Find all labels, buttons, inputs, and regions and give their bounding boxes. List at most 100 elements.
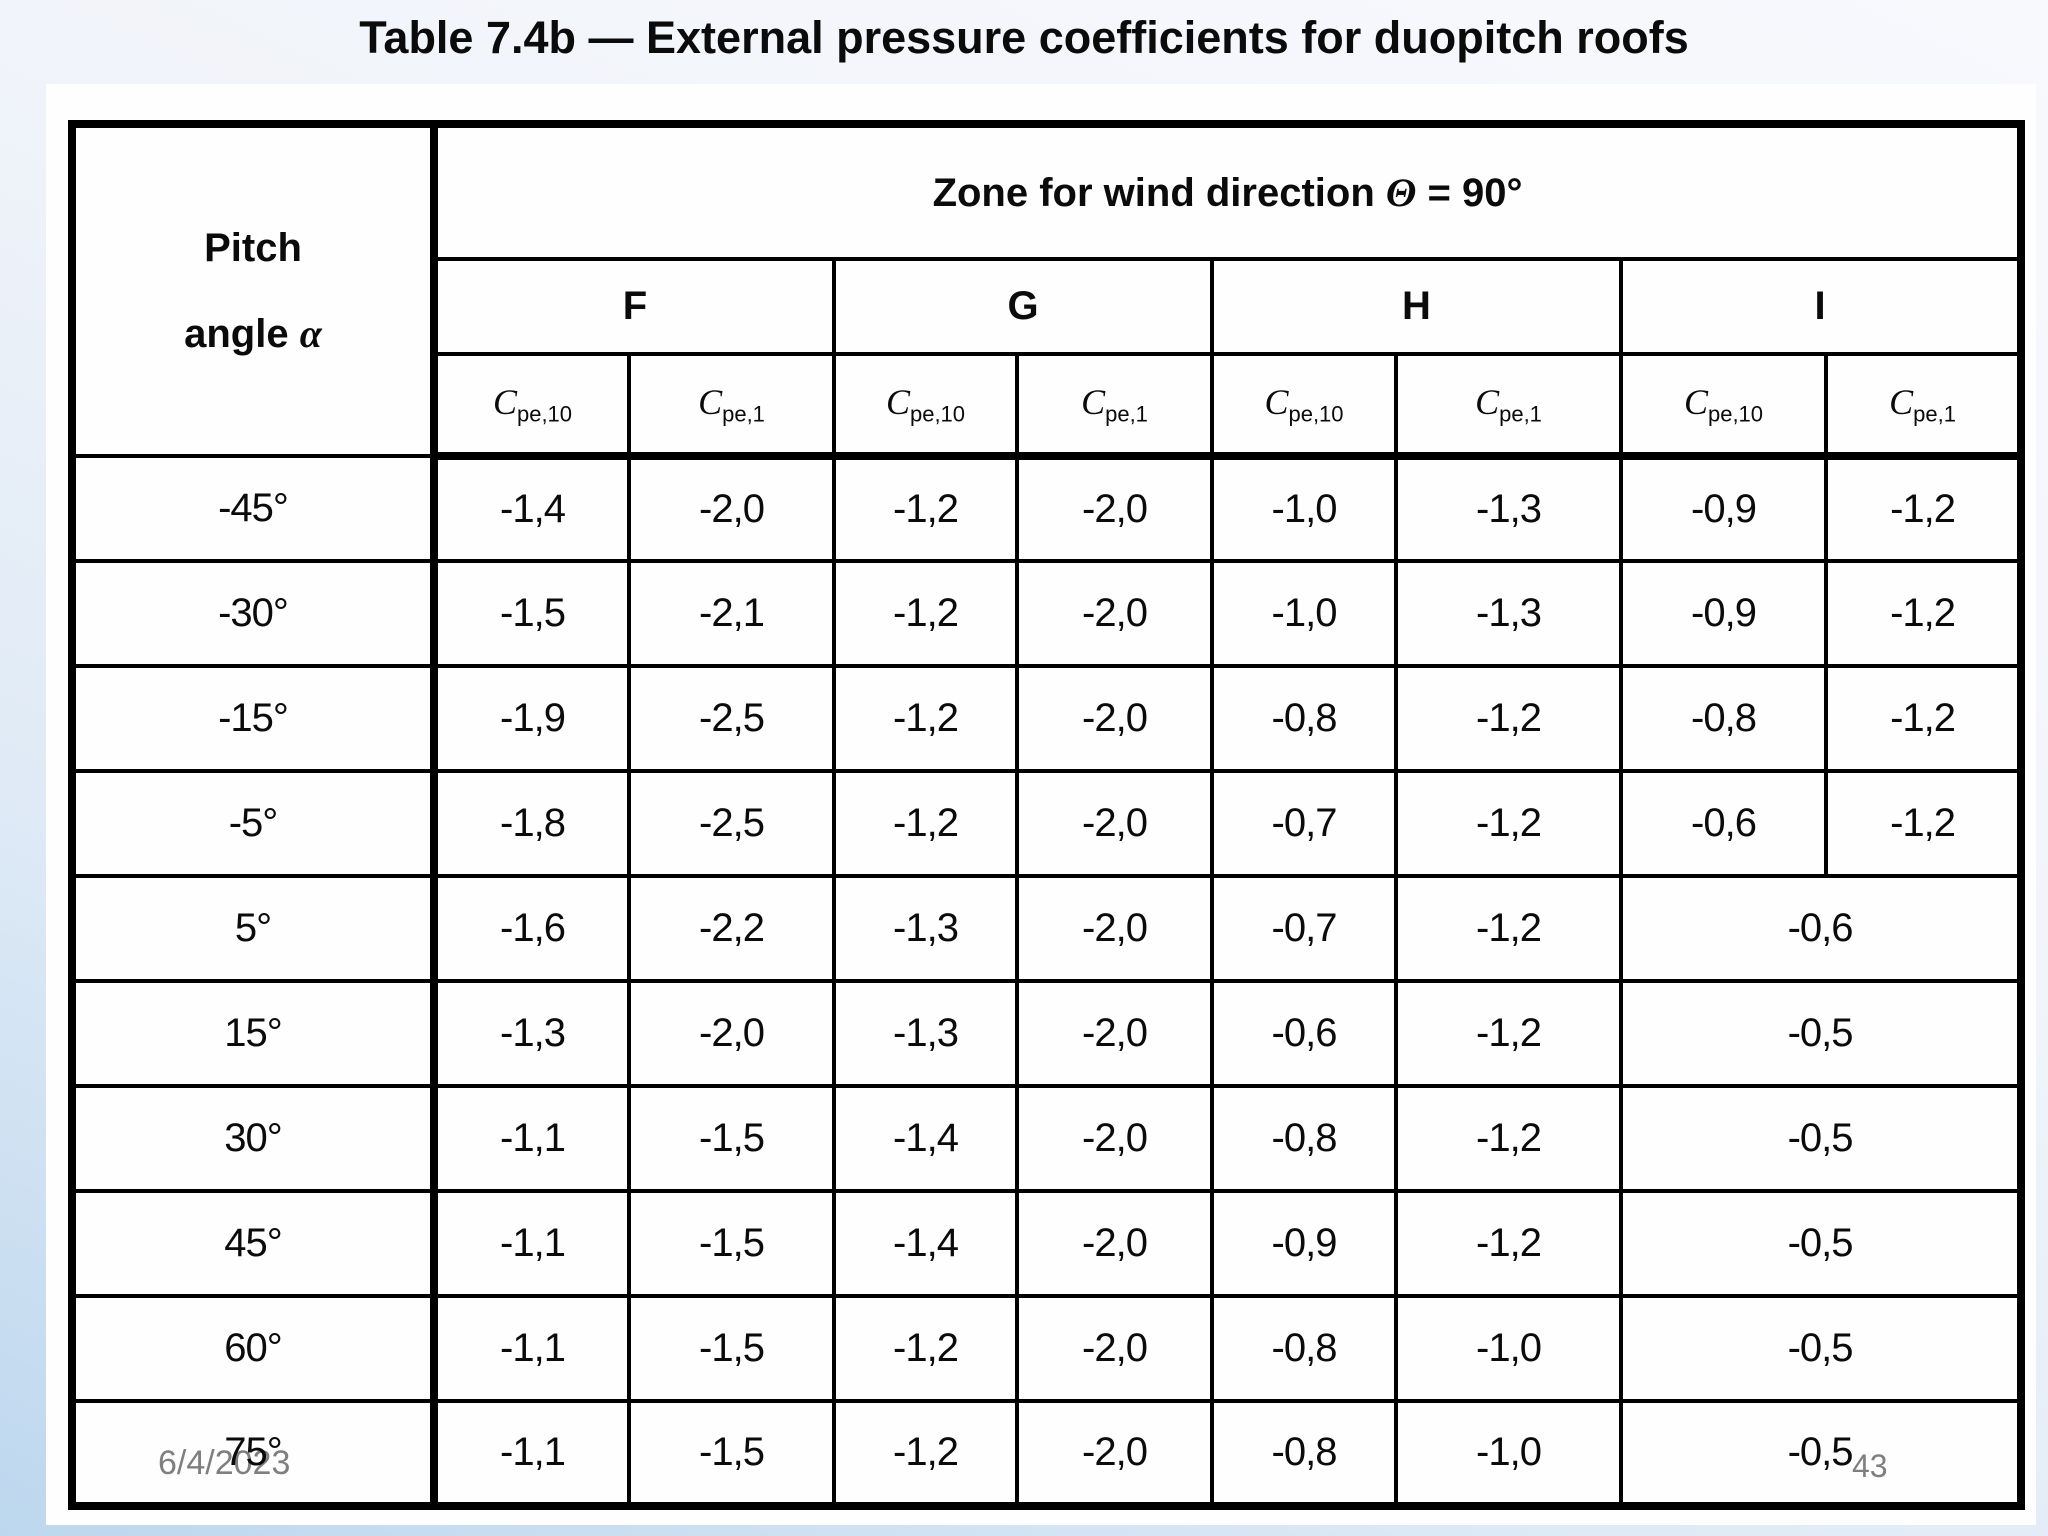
cell-g1: -2,0 — [1015, 1294, 1214, 1403]
header-row-cpe: Cpe,10 Cpe,1 Cpe,10 Cpe,1 Cpe,10 Cpe,1 C… — [72, 352, 2024, 460]
cell-i10: -0,6 — [1619, 769, 1828, 878]
cell-f10: -1,5 — [432, 559, 631, 668]
cell-h10: -1,0 — [1210, 559, 1398, 668]
pitch-angle-value: 75° — [70, 1399, 438, 1508]
cell-i10: -0,8 — [1619, 664, 1828, 773]
pitch-angle-value: 60° — [70, 1294, 438, 1403]
cell-h10: -1,0 — [1210, 454, 1398, 563]
cell-h10: -0,8 — [1210, 664, 1398, 773]
pitch-header-line2: angle α — [184, 311, 322, 356]
cell-g10: -1,2 — [832, 1399, 1019, 1508]
cell-i1: -1,2 — [1823, 454, 2024, 563]
pitch-angle-value: 5° — [70, 874, 438, 983]
cell-f1: -1,5 — [627, 1084, 836, 1193]
cell-f10: -1,8 — [432, 769, 631, 878]
cell-f10: -1,1 — [432, 1084, 631, 1193]
cell-i-merged: -0,5 — [1618, 979, 2024, 1088]
table-row: -45° -1,4 -2,0 -1,2 -2,0 -1,0 -1,3 -0,9 … — [70, 454, 2024, 563]
cell-f1: -2,5 — [627, 664, 836, 773]
cell-f1: -2,0 — [627, 454, 836, 563]
cell-i1: -1,2 — [1823, 769, 2024, 878]
cell-f1: -1,5 — [627, 1294, 836, 1403]
page-title: Table 7.4b — External pressure coefficie… — [359, 12, 1689, 63]
cpe10-header-g: Cpe,10 — [832, 352, 1019, 460]
table-row: 5° -1,6 -2,2 -1,3 -2,0 -0,7 -1,2 -0,6 — [70, 874, 2024, 983]
cell-h1: -1,3 — [1394, 454, 1623, 563]
cell-i-merged: -0,5 — [1618, 1189, 2024, 1298]
pitch-angle-value: -45° — [70, 454, 438, 563]
cell-i-merged: -0,5 — [1618, 1399, 2024, 1508]
table-row: 30° -1,1 -1,5 -1,4 -2,0 -0,8 -1,2 -0,5 — [70, 1084, 2024, 1193]
cell-f1: -2,2 — [627, 874, 836, 983]
cell-f1: -1,5 — [627, 1399, 836, 1508]
cpe1-header-h: Cpe,1 — [1394, 352, 1623, 460]
cell-i-merged: -0,5 — [1618, 1294, 2024, 1403]
header-row-letters: F G H I — [72, 257, 2024, 356]
cell-f10: -1,4 — [432, 454, 631, 563]
zone-wind-direction-header: Zone for wind direction Θ = 90° — [431, 122, 2024, 261]
cell-i-merged: -0,6 — [1618, 874, 2024, 983]
cpe10-header-i: Cpe,10 — [1619, 352, 1828, 460]
cell-f10: -1,1 — [432, 1294, 631, 1403]
pitch-angle-value: 45° — [70, 1189, 438, 1298]
cell-h1: -1,2 — [1394, 979, 1623, 1088]
cell-f10: -1,3 — [432, 979, 631, 1088]
pitch-header-line1: Pitch — [204, 226, 302, 270]
cell-h10: -0,8 — [1210, 1294, 1398, 1403]
pitch-angle-value: 30° — [70, 1084, 438, 1193]
cell-h1: -1,2 — [1394, 1084, 1623, 1193]
zone-h-header: H — [1210, 257, 1623, 356]
cell-g10: -1,2 — [832, 454, 1019, 563]
cpe1-header-f: Cpe,1 — [627, 352, 836, 460]
table-row: -30° -1,5 -2,1 -1,2 -2,0 -1,0 -1,3 -0,9 … — [70, 559, 2024, 668]
table-row: 60° -1,1 -1,5 -1,2 -2,0 -0,8 -1,0 -0,5 — [70, 1294, 2024, 1403]
theta-symbol: Θ — [1385, 170, 1417, 215]
cell-g1: -2,0 — [1015, 1189, 1214, 1298]
cell-g1: -2,0 — [1015, 1084, 1214, 1193]
cpe1-header-i: Cpe,1 — [1823, 352, 2024, 460]
cell-g10: -1,3 — [832, 979, 1019, 1088]
cell-g10: -1,2 — [832, 664, 1019, 773]
cpe10-header-f: Cpe,10 — [432, 352, 631, 460]
cpe1-header-g: Cpe,1 — [1015, 352, 1214, 460]
cpe10-header-h: Cpe,10 — [1210, 352, 1398, 460]
cell-h1: -1,0 — [1394, 1399, 1623, 1508]
cell-h1: -1,0 — [1394, 1294, 1623, 1403]
cell-f1: -2,5 — [627, 769, 836, 878]
table-row: -15° -1,9 -2,5 -1,2 -2,0 -0,8 -1,2 -0,8 … — [70, 664, 2024, 773]
cell-i10: -0,9 — [1619, 559, 1828, 668]
cell-i-merged: -0,5 — [1618, 1084, 2024, 1193]
cell-f10: -1,6 — [432, 874, 631, 983]
cell-g10: -1,3 — [832, 874, 1019, 983]
pressure-coefficients-table: Pitch angle α Zone for wind direction Θ … — [68, 120, 2026, 1510]
cell-f1: -1,5 — [627, 1189, 836, 1298]
cell-g10: -1,2 — [832, 769, 1019, 878]
zone-g-header: G — [832, 257, 1214, 356]
cell-g1: -2,0 — [1015, 664, 1214, 773]
cell-h10: -0,6 — [1210, 979, 1398, 1088]
table-row: 45° -1,1 -1,5 -1,4 -2,0 -0,9 -1,2 -0,5 — [70, 1189, 2024, 1298]
cell-g10: -1,2 — [832, 1294, 1019, 1403]
cell-h1: -1,2 — [1394, 664, 1623, 773]
cell-g1: -2,0 — [1015, 559, 1214, 668]
cell-f1: -2,1 — [627, 559, 836, 668]
cell-g10: -1,4 — [832, 1084, 1019, 1193]
cell-g1: -2,0 — [1015, 769, 1214, 878]
cell-h10: -0,9 — [1210, 1189, 1398, 1298]
pitch-angle-value: -30° — [70, 559, 438, 668]
pitch-angle-value: -15° — [70, 664, 438, 773]
cell-g1: -2,0 — [1015, 1399, 1214, 1508]
cell-i1: -1,2 — [1823, 559, 2024, 668]
header-row-zone: Pitch angle α Zone for wind direction Θ … — [70, 122, 2024, 458]
cell-h1: -1,3 — [1394, 559, 1623, 668]
pitch-angle-header: Pitch angle α — [70, 122, 438, 458]
cell-f10: -1,1 — [432, 1399, 631, 1508]
cell-g10: -1,2 — [832, 559, 1019, 668]
cell-h10: -0,7 — [1210, 769, 1398, 878]
table-row: -5° -1,8 -2,5 -1,2 -2,0 -0,7 -1,2 -0,6 -… — [70, 769, 2024, 878]
cell-h10: -0,8 — [1210, 1084, 1398, 1193]
cell-g10: -1,4 — [832, 1189, 1019, 1298]
cell-h1: -1,2 — [1394, 874, 1623, 983]
cell-g1: -2,0 — [1015, 874, 1214, 983]
cell-f10: -1,1 — [432, 1189, 631, 1298]
